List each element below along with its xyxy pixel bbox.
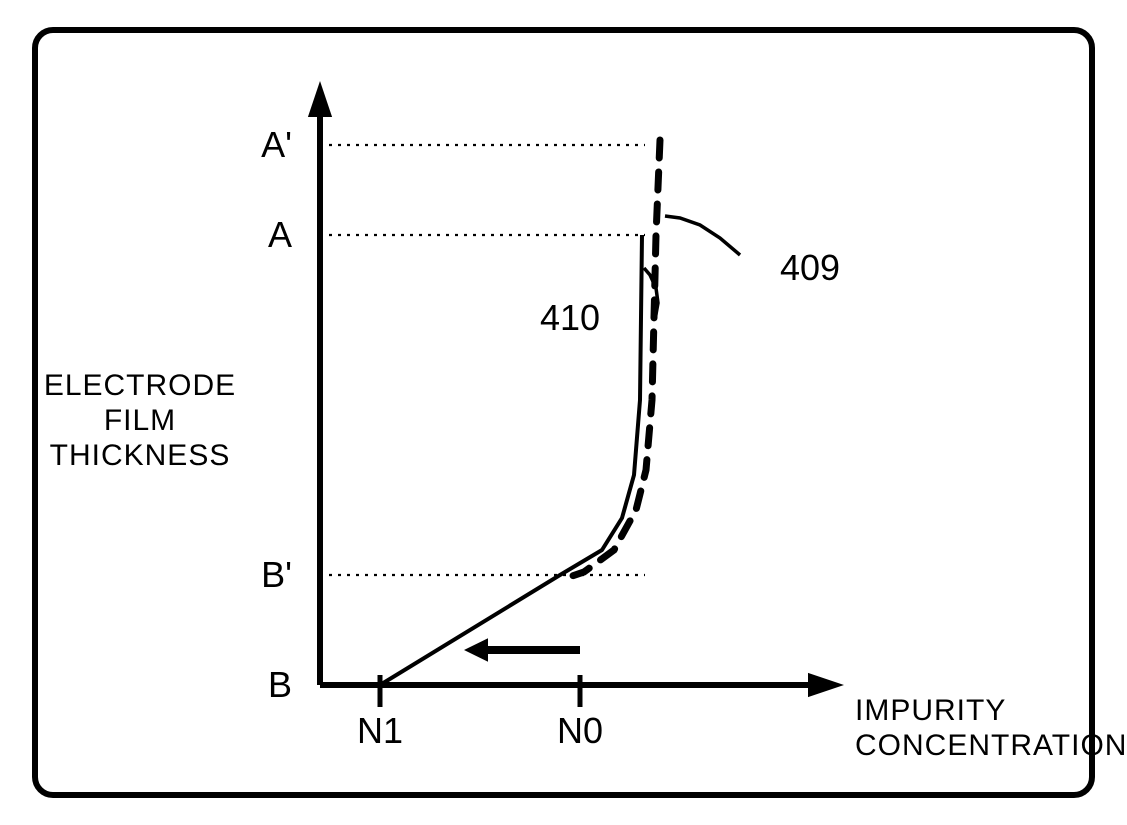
y-axis-label: THICKNESS [50, 439, 231, 472]
y-tick-label: A [268, 214, 292, 255]
callout-label-409: 409 [780, 247, 840, 288]
y-axis-label: ELECTRODE [44, 369, 236, 402]
x-axis-label: IMPURITY [855, 694, 1006, 727]
y-axis-label: FILM [104, 404, 176, 437]
y-tick-label: B' [261, 554, 292, 595]
y-tick-label: A' [261, 124, 292, 165]
x-tick-label: N1 [357, 710, 403, 751]
callout-label-410: 410 [540, 297, 600, 338]
y-tick-label: B [268, 664, 292, 705]
impurity-concentration-chart: A' A B' B N1 N0 ELECTRODEFILMTHICKNESS IMPURITY… [0, 0, 1127, 825]
x-axis-label: CONCENTRATION [855, 729, 1127, 762]
x-tick-label: N0 [557, 710, 603, 751]
